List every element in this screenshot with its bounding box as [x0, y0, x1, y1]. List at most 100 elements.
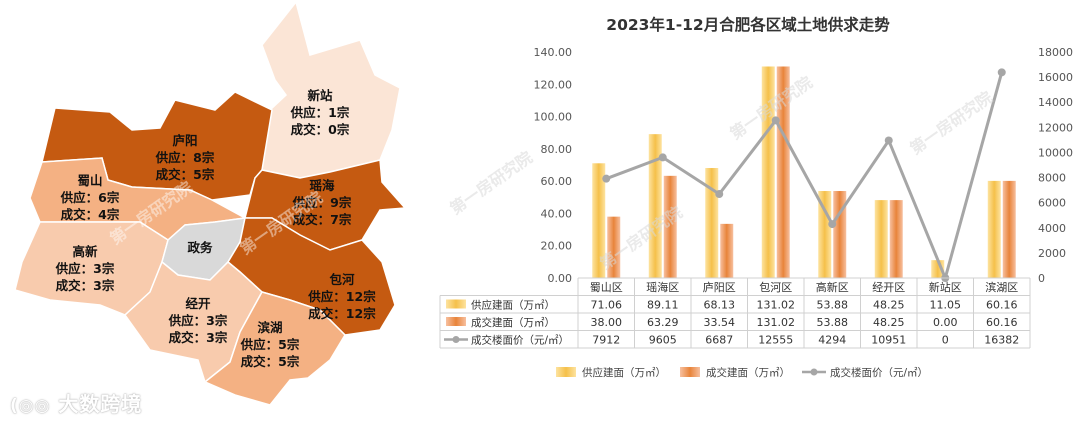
bar-supply — [648, 134, 662, 278]
district-supply-xinzhan: 供应：1宗 — [290, 105, 350, 120]
district-deal-yaohai: 成交：7宗 — [293, 212, 352, 227]
table-cell: 60.16 — [986, 316, 1018, 329]
brand-icon: (◎◎ — [10, 396, 51, 416]
table-cell: 7912 — [592, 334, 620, 347]
point-price — [715, 190, 724, 199]
y-right-tick: 2000 — [1038, 247, 1066, 260]
legend-label: 成交建面（万㎡） — [706, 366, 790, 379]
table-legend-key — [446, 317, 466, 326]
y-left-tick: 120.00 — [534, 78, 573, 91]
bar-deal — [776, 66, 790, 279]
x-tick-label: 庐阳区 — [703, 280, 736, 294]
y-right-tick: 0 — [1038, 272, 1045, 285]
bar-deal — [833, 191, 847, 278]
district-supply-binhu: 供应：5宗 — [240, 337, 300, 352]
district-supply-baohe: 供应：12宗 — [307, 289, 376, 304]
district-name-shushan: 蜀山 — [77, 173, 102, 188]
district-name-xinzhan: 新站 — [307, 88, 333, 103]
y-right-tick: 8000 — [1038, 172, 1066, 185]
district-name-luyang: 庐阳 — [172, 133, 197, 148]
bar-supply — [592, 163, 606, 278]
legend-label: 供应建面（万㎡） — [582, 366, 666, 379]
y-left-tick: 140.00 — [534, 46, 573, 59]
brand-name: 大数跨境 — [58, 392, 143, 416]
table-cell: 6687 — [705, 334, 733, 347]
district-name-jingkai: 经开 — [185, 296, 211, 311]
district-deal-baohe: 成交：12宗 — [308, 306, 376, 321]
x-tick-label: 包河区 — [759, 281, 792, 294]
table-cell: 9605 — [649, 334, 677, 347]
chart-title: 2023年1-12月合肥各区域土地供求走势 — [606, 15, 890, 34]
x-tick-label: 新站区 — [929, 280, 962, 294]
table-cell: 53.88 — [817, 299, 849, 312]
bar-deal — [663, 175, 677, 278]
table-cell: 33.54 — [704, 316, 736, 329]
district-name-yaohai: 瑶海 — [309, 178, 335, 193]
legend-label: 成交楼面价（元/㎡） — [830, 366, 928, 379]
table-cell: 89.11 — [647, 299, 679, 312]
district-supply-jingkai: 供应：3宗 — [168, 313, 228, 328]
table-cell: 38.00 — [591, 316, 623, 329]
district-deal-shushan: 成交：4宗 — [61, 207, 120, 222]
table-cell: 68.13 — [704, 299, 736, 312]
table-legend-key — [452, 336, 460, 343]
y-right-tick: 14000 — [1038, 96, 1073, 109]
point-price — [602, 174, 611, 183]
bar-supply — [705, 168, 719, 278]
table-cell: 0.00 — [933, 316, 958, 329]
point-price — [884, 136, 893, 145]
y-right-tick: 12000 — [1038, 121, 1073, 134]
x-tick-label: 经开区 — [872, 281, 905, 294]
district-deal-xinzhan: 成交：0宗 — [291, 122, 350, 137]
table-cell: 131.02 — [757, 316, 796, 329]
table-series-name: 成交楼面价（元/㎡） — [471, 334, 569, 347]
district-deal-gaoxin: 成交：3宗 — [56, 278, 115, 293]
table-cell: 131.02 — [757, 299, 796, 312]
legend-key — [556, 367, 576, 377]
table-cell: 10951 — [871, 334, 906, 347]
y-right-tick: 6000 — [1038, 197, 1066, 210]
bar-deal — [720, 223, 734, 278]
legend-key — [680, 367, 700, 377]
district-name-binhu: 滨湖 — [257, 320, 282, 335]
table-cell: 48.25 — [873, 299, 905, 312]
district-name-gaoxin: 高新 — [72, 244, 98, 259]
table-cell: 12555 — [758, 334, 793, 347]
y-left-tick: 80.00 — [541, 143, 573, 156]
bar-supply — [874, 200, 888, 278]
table-cell: 11.05 — [930, 299, 962, 312]
y-right-tick: 18000 — [1038, 46, 1073, 59]
table-cell: 4294 — [818, 334, 846, 347]
point-price — [828, 220, 837, 229]
table-cell: 60.16 — [986, 299, 1018, 312]
table-cell: 16382 — [984, 334, 1019, 347]
district-supply-shushan: 供应：6宗 — [60, 190, 120, 205]
bar-deal — [889, 200, 903, 278]
bar-supply — [987, 180, 1001, 278]
bar-supply — [761, 66, 775, 279]
x-tick-label: 瑶海区 — [646, 280, 679, 294]
table-series-name: 成交建面（万㎡） — [471, 316, 555, 329]
table-cell: 63.29 — [647, 316, 679, 329]
table-cell: 0 — [942, 334, 949, 347]
y-left-tick: 0.00 — [548, 272, 573, 285]
district-name-zhengwu: 政务 — [187, 240, 213, 255]
bar-deal — [607, 216, 621, 278]
y-left-tick: 20.00 — [541, 240, 573, 253]
table-legend-key — [446, 299, 466, 309]
district-supply-gaoxin: 供应：3宗 — [55, 261, 115, 276]
x-tick-label: 蜀山区 — [590, 281, 623, 294]
bar-supply — [818, 191, 832, 278]
district-supply-luyang: 供应：8宗 — [155, 150, 215, 165]
y-right-tick: 10000 — [1038, 146, 1073, 159]
line-price — [605, 71, 1004, 283]
y-right-tick: 16000 — [1038, 71, 1073, 84]
district-deal-luyang: 成交：5宗 — [156, 167, 215, 182]
table-cell: 71.06 — [591, 299, 623, 312]
district-supply-yaohai: 供应：9宗 — [292, 195, 352, 210]
table-cell: 48.25 — [873, 316, 905, 329]
district-binhu — [203, 291, 346, 406]
district-deal-binhu: 成交：5宗 — [241, 354, 300, 369]
